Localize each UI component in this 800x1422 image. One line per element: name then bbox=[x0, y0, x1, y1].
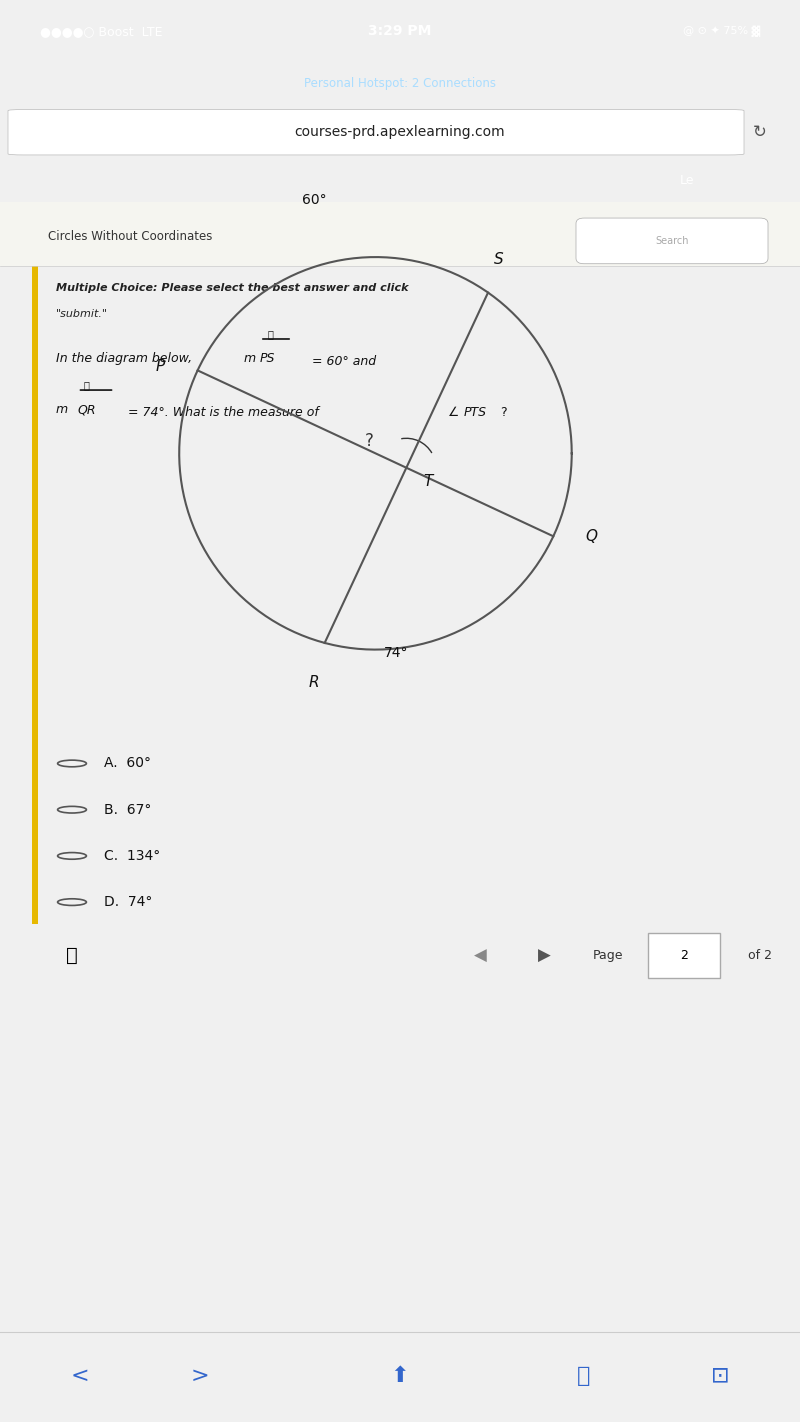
Text: Personal Hotspot: 2 Connections: Personal Hotspot: 2 Connections bbox=[304, 77, 496, 91]
Text: <: < bbox=[70, 1365, 90, 1386]
Text: 📖: 📖 bbox=[578, 1365, 590, 1386]
Text: 2: 2 bbox=[680, 948, 688, 963]
Bar bbox=[32, 202, 38, 739]
Text: S: S bbox=[494, 252, 504, 267]
Text: Multiple Choice: Please select the best answer and click: Multiple Choice: Please select the best … bbox=[56, 283, 409, 293]
Text: ⌢: ⌢ bbox=[84, 380, 90, 390]
Text: A.  60°: A. 60° bbox=[104, 757, 151, 771]
Text: Le: Le bbox=[680, 173, 694, 188]
FancyBboxPatch shape bbox=[8, 109, 744, 155]
Text: ●●●●○ Boost  LTE: ●●●●○ Boost LTE bbox=[40, 24, 162, 38]
Text: ↻: ↻ bbox=[753, 124, 767, 141]
Text: T: T bbox=[424, 474, 433, 489]
Text: Page: Page bbox=[593, 948, 623, 963]
Text: R: R bbox=[309, 675, 319, 690]
Text: P: P bbox=[156, 358, 166, 374]
Text: C.  134°: C. 134° bbox=[104, 849, 160, 863]
Text: ◀: ◀ bbox=[474, 947, 486, 964]
Text: ⬆: ⬆ bbox=[390, 1365, 410, 1386]
Bar bbox=[32, 739, 38, 924]
Text: PS: PS bbox=[260, 353, 275, 365]
Text: Q: Q bbox=[586, 529, 598, 543]
Text: ∠: ∠ bbox=[448, 407, 459, 419]
Text: @ ⊙ ✦ 75% ▓: @ ⊙ ✦ 75% ▓ bbox=[683, 26, 760, 37]
Text: m: m bbox=[244, 353, 256, 365]
Text: Circles Without Coordinates: Circles Without Coordinates bbox=[48, 230, 212, 243]
FancyBboxPatch shape bbox=[648, 933, 720, 978]
Text: In the diagram below,: In the diagram below, bbox=[56, 353, 196, 365]
Text: ?: ? bbox=[500, 407, 506, 419]
Text: QR: QR bbox=[78, 404, 96, 417]
Bar bbox=[0, 202, 800, 266]
Text: m: m bbox=[56, 404, 68, 417]
Text: "submit.": "submit." bbox=[56, 310, 108, 320]
Text: Search: Search bbox=[655, 236, 689, 246]
Text: ⌢: ⌢ bbox=[268, 328, 274, 338]
Text: courses-prd.apexlearning.com: courses-prd.apexlearning.com bbox=[294, 125, 506, 139]
Text: ?: ? bbox=[365, 432, 374, 451]
Text: ▶: ▶ bbox=[538, 947, 550, 964]
Text: D.  74°: D. 74° bbox=[104, 894, 152, 909]
Text: 🖨: 🖨 bbox=[66, 946, 78, 966]
Text: ⊡: ⊡ bbox=[710, 1365, 730, 1386]
Text: PTS: PTS bbox=[464, 407, 487, 419]
Text: 60°: 60° bbox=[302, 193, 327, 206]
Text: = 60° and: = 60° and bbox=[312, 356, 376, 368]
Text: of 2: of 2 bbox=[748, 948, 772, 963]
Text: B.  67°: B. 67° bbox=[104, 802, 151, 816]
Text: = 74°. What is the measure of: = 74°. What is the measure of bbox=[128, 407, 322, 419]
Text: 74°: 74° bbox=[383, 646, 408, 660]
FancyBboxPatch shape bbox=[576, 218, 768, 263]
Text: 3:29 PM: 3:29 PM bbox=[368, 24, 432, 38]
Text: >: > bbox=[190, 1365, 210, 1386]
